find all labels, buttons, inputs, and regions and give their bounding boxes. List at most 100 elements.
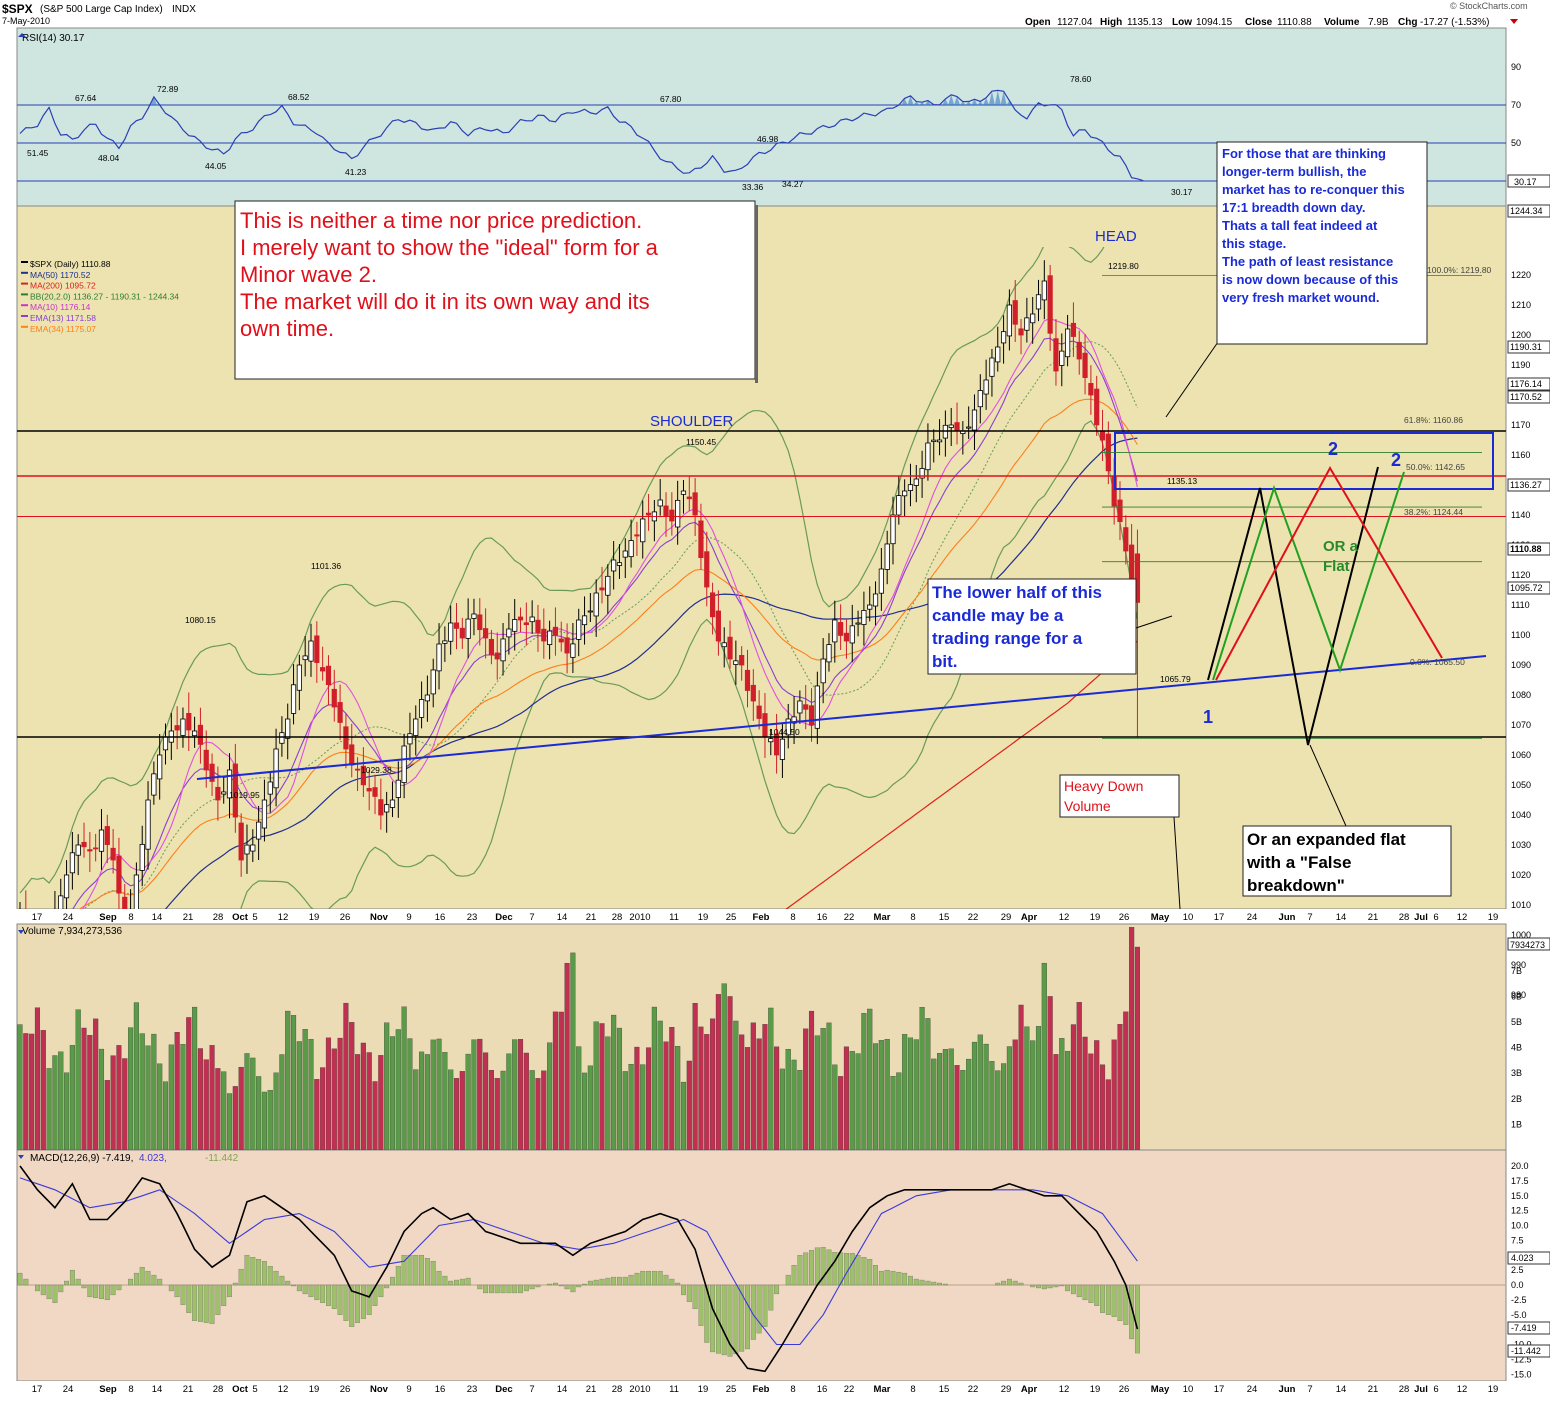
price-label: 1029.38 — [361, 765, 392, 775]
x-axis-label: 21 — [1368, 1384, 1379, 1395]
candle — [81, 822, 87, 858]
note-line: The path of least resistance — [1222, 254, 1393, 269]
volume-bar — [669, 1027, 675, 1150]
x-axis-label: May — [1151, 1384, 1170, 1395]
volume-bar — [960, 1070, 966, 1150]
macd-hist-bar — [1030, 1284, 1036, 1288]
candle-body — [768, 738, 774, 743]
candle-body — [966, 426, 972, 429]
price-label: 1044.50 — [769, 727, 800, 737]
volume-bar — [622, 1071, 628, 1150]
volume-bar — [1041, 962, 1047, 1150]
volume-bar — [971, 1041, 978, 1150]
macd-hist-bar — [366, 1284, 372, 1315]
candle — [1006, 289, 1013, 351]
note-heavy-volume-box: Heavy Down Volume — [1059, 774, 1180, 818]
candle — [640, 500, 646, 559]
macd-plot — [17, 1165, 1506, 1373]
macd-hist-bar — [873, 1265, 878, 1286]
support-trendline — [196, 655, 1487, 780]
candle-body — [989, 357, 995, 377]
candle-body — [675, 499, 681, 528]
volume-bar — [576, 1046, 582, 1150]
macd-hist-bar — [762, 1284, 768, 1327]
note-line: OR a — [1323, 538, 1359, 555]
close-value: 1110.88 — [1277, 17, 1312, 28]
candle-body — [139, 844, 145, 871]
volume-bar — [599, 1023, 605, 1150]
chg-down-arrow-icon — [1510, 19, 1518, 24]
candle-body — [337, 702, 343, 723]
candle-body — [552, 626, 559, 636]
x-axis-label: Apr — [1021, 1384, 1038, 1395]
candle-body — [325, 665, 332, 686]
candle — [151, 761, 157, 805]
volume-bar — [389, 1036, 396, 1150]
price-tick: 1080 — [1511, 690, 1531, 700]
candle — [104, 814, 110, 864]
volume-bar — [692, 1002, 698, 1150]
volume-bar — [605, 1036, 611, 1150]
volume-tick: 5B — [1511, 1017, 1522, 1027]
volume-bar — [966, 1058, 972, 1150]
volume-collapse-icon[interactable] — [18, 930, 24, 934]
macd-hist-bar — [640, 1270, 646, 1286]
rsi-badge-frame — [1507, 174, 1550, 188]
high-value: 1135.13 — [1127, 17, 1163, 28]
volume-bar — [733, 1020, 739, 1150]
x-axis-label: 12 — [1457, 912, 1468, 923]
macd-hist-bar — [1047, 1284, 1053, 1289]
price-label: 1101.36 — [311, 561, 341, 571]
legend-swatch — [21, 271, 28, 274]
x-axis-label: 19 — [1090, 1384, 1101, 1395]
volume-bar — [372, 1081, 378, 1150]
candle-body — [744, 669, 751, 691]
x-axis-label: 16 — [435, 1384, 446, 1395]
candle-body — [151, 773, 157, 796]
note-line: this stage. — [1222, 236, 1286, 251]
candle-body — [1094, 388, 1100, 426]
candle-body — [977, 390, 983, 408]
candle — [1123, 515, 1129, 565]
x-axis-label: 8 — [128, 1384, 133, 1395]
volume-bar — [250, 1057, 256, 1150]
macd-hist-bar — [651, 1270, 657, 1286]
candle-body — [715, 610, 722, 642]
rsi-collapse-icon[interactable] — [18, 33, 26, 37]
volume-bar — [1094, 1040, 1100, 1150]
candle — [931, 429, 937, 463]
volume-bar — [98, 1048, 105, 1150]
candle — [587, 593, 593, 623]
note-line: I merely want to show the "ideal" form f… — [240, 235, 659, 260]
volume-bar — [919, 1007, 925, 1150]
candle — [826, 633, 832, 672]
macd-hist-bar — [459, 1278, 465, 1286]
symbol-name: (S&P 500 Large Cap Index) — [40, 4, 163, 15]
candle — [221, 776, 227, 804]
x-axis-label: 10 — [1183, 912, 1194, 923]
volume-bar — [320, 1067, 326, 1150]
candle — [616, 544, 623, 579]
volume-bar — [675, 1045, 681, 1150]
volume-bar — [64, 1072, 70, 1150]
x-axis-label: 19 — [1488, 912, 1499, 923]
x-axis-label: 12 — [278, 1384, 289, 1395]
volume-bar — [116, 1045, 122, 1150]
candle — [58, 878, 64, 909]
rsi-line — [19, 89, 1144, 182]
candle — [919, 450, 925, 498]
x-axis-label: Jun — [1279, 1384, 1296, 1395]
candle — [843, 619, 850, 659]
macd-collapse-icon[interactable] — [18, 1155, 24, 1159]
candle — [622, 538, 628, 579]
candle — [645, 494, 652, 531]
x-axis-label: 11 — [669, 1384, 679, 1395]
volume-bar — [483, 1052, 489, 1150]
candle-body — [273, 748, 279, 789]
candle-body — [1076, 341, 1082, 360]
legend-swatch — [21, 261, 28, 263]
price-tick: 1200 — [1511, 330, 1531, 340]
x-axis-label: 8 — [128, 912, 133, 923]
chg-value: -17.27 (-1.53%) — [1420, 17, 1489, 28]
x-axis-label: 28 — [213, 912, 224, 923]
